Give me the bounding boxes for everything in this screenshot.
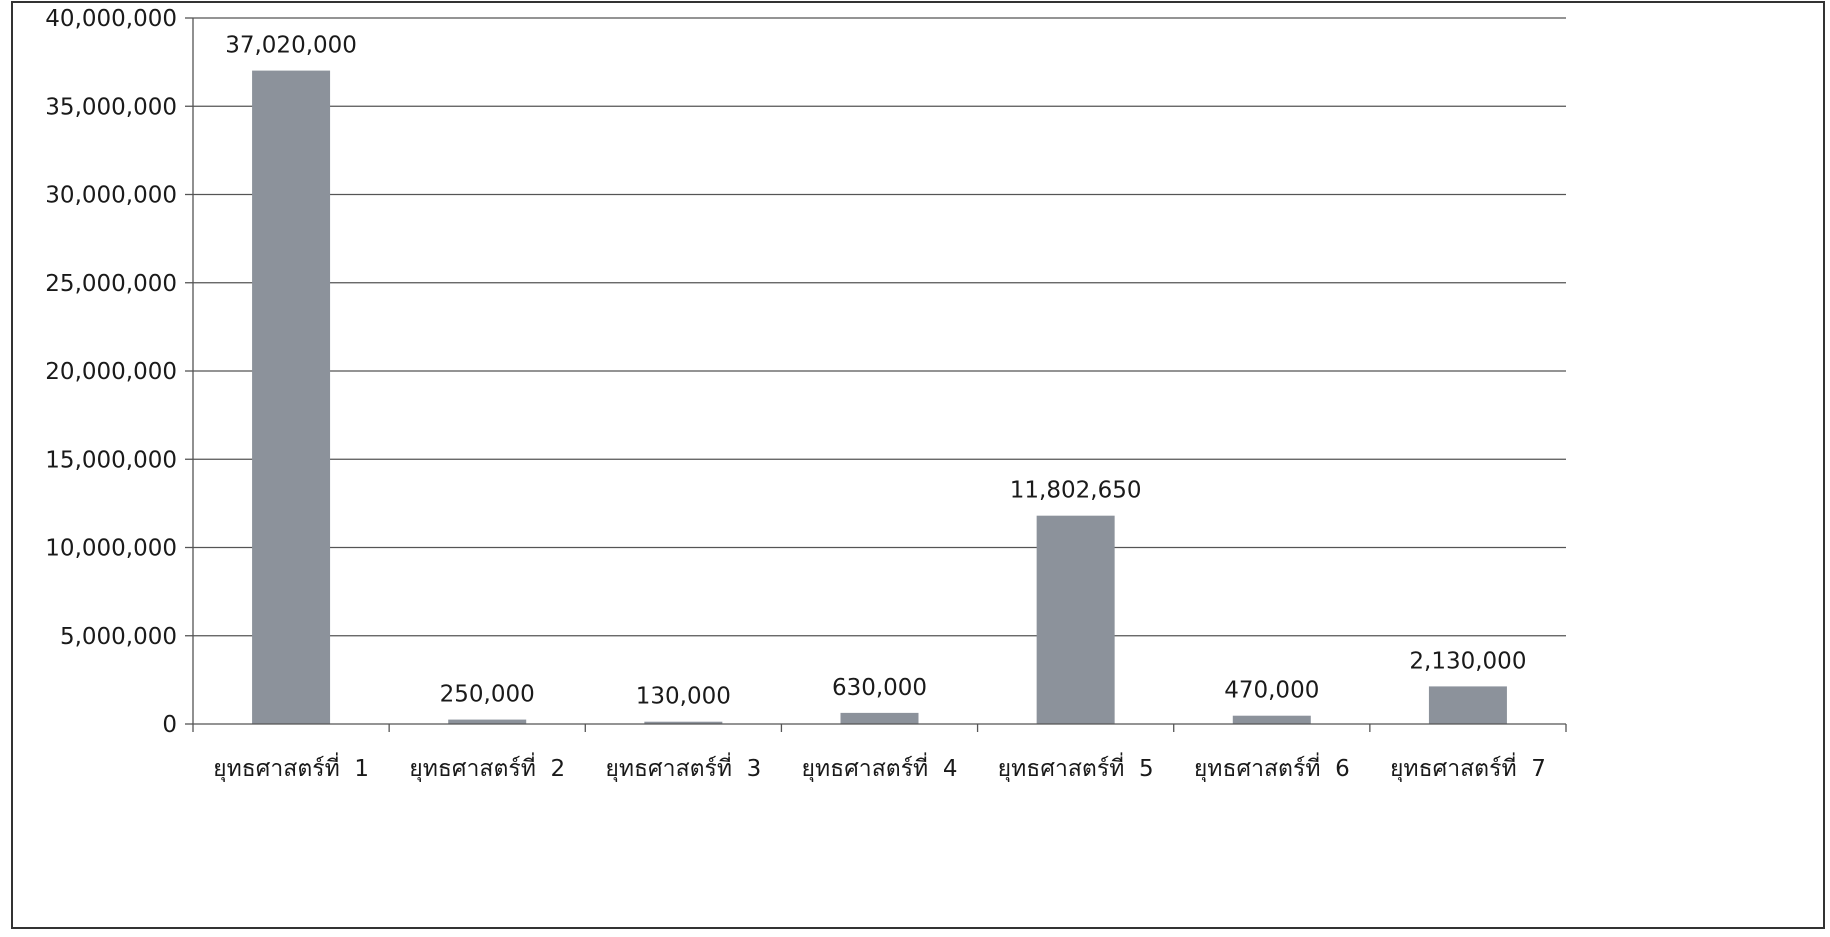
y-tick-label: 10,000,000 [45, 536, 177, 562]
x-category-label: ยุทธศาสตร์ที่ 1 [213, 752, 369, 782]
bar [252, 70, 331, 725]
y-tick-label: 40,000,000 [45, 6, 177, 32]
y-tick-label: 35,000,000 [45, 94, 177, 120]
y-tick-label: 20,000,000 [45, 359, 177, 385]
data-label: 2,130,000 [1409, 648, 1526, 674]
y-tick-label: 25,000,000 [45, 271, 177, 297]
data-label: 130,000 [636, 684, 731, 710]
y-tick-label: 15,000,000 [45, 447, 177, 473]
data-label: 11,802,650 [1010, 478, 1142, 504]
y-tick-label: 5,000,000 [60, 624, 177, 650]
bar [1232, 715, 1311, 724]
x-category-label: ยุทธศาสตร์ที่ 6 [1194, 752, 1350, 782]
data-labels: 37,020,000 250,000 130,000 630,000 11,802,65… [225, 33, 1526, 710]
x-category-label: ยุทธศาสตร์ที่ 2 [409, 752, 565, 782]
bar [1036, 515, 1115, 724]
y-axis-tick-labels: 0 5,000,000 10,000,000 15,000,000 20,000,000… [45, 6, 177, 738]
bar [644, 721, 723, 724]
gridlines [193, 17, 1566, 637]
y-tick-label: 30,000,000 [45, 183, 177, 209]
x-category-label: ยุทธศาสตร์ที่ 7 [1390, 752, 1546, 782]
bar [1428, 686, 1507, 724]
data-label: 250,000 [440, 682, 535, 708]
bars [252, 70, 1507, 725]
bar [448, 719, 527, 724]
x-category-label: ยุทธศาสตร์ที่ 3 [605, 752, 761, 782]
bar [840, 712, 919, 724]
x-category-label: ยุทธศาสตร์ที่ 5 [998, 752, 1154, 782]
y-tick-label: 0 [162, 712, 177, 738]
x-axis-category-labels: ยุทธศาสตร์ที่ 1 ยุทธศาสตร์ที่ 2 ยุทธศาสตร์… [213, 752, 1546, 782]
chart-frame [11, 1, 1825, 929]
data-label: 37,020,000 [225, 33, 357, 59]
data-label: 630,000 [832, 675, 927, 701]
x-category-label: ยุทธศาสตร์ที่ 4 [802, 752, 958, 782]
axes [11, 1, 1825, 929]
data-label: 470,000 [1224, 678, 1319, 704]
